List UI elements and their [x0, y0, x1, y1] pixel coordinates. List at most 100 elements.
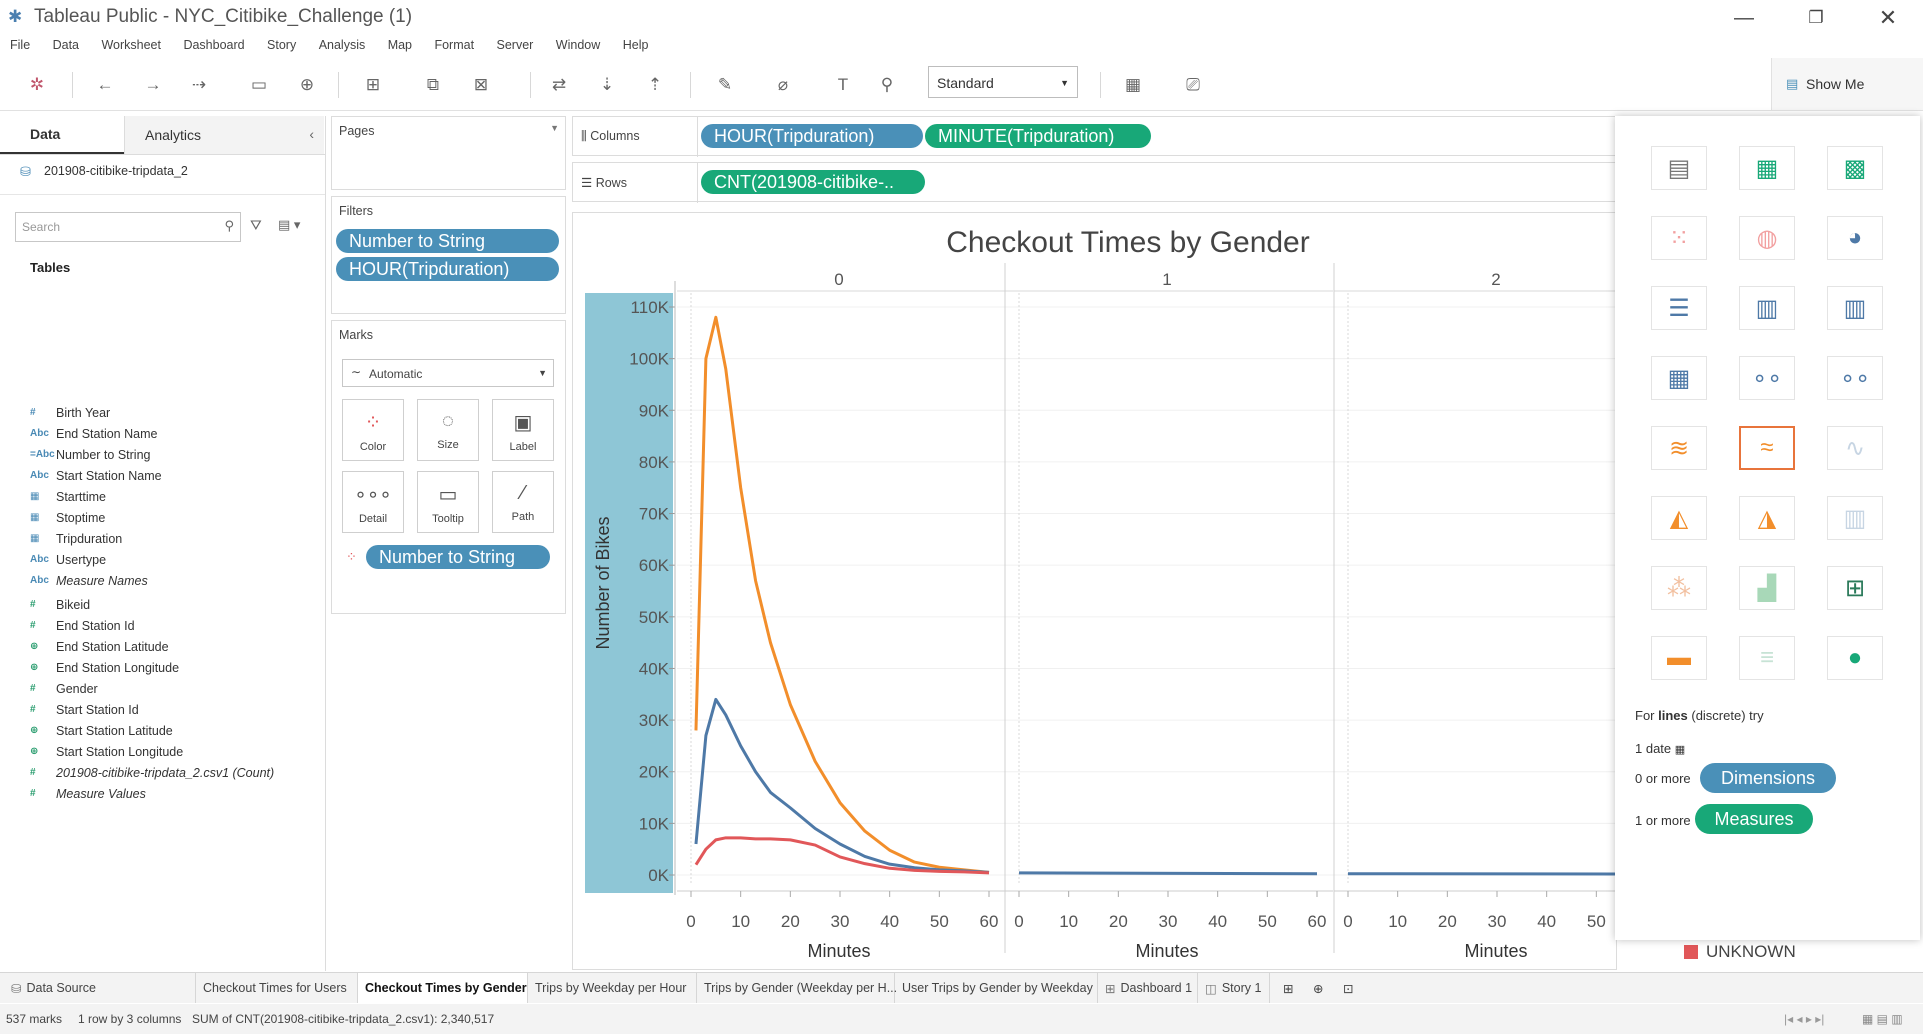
menu-analysis[interactable]: Analysis [318, 38, 366, 52]
menu-server[interactable]: Server [496, 38, 534, 52]
field-dimension[interactable]: =Abc Number to String [30, 444, 150, 465]
series-line[interactable] [1018, 871, 1318, 876]
dual-combination-icon[interactable]: ▥ [1827, 496, 1883, 540]
side-by-side-circle-icon[interactable]: ∘∘ [1827, 356, 1883, 400]
presentation-mode-icon[interactable]: ⎚ [1186, 75, 1200, 94]
marks-label-button[interactable]: ▣ Label [492, 399, 554, 461]
field-measure[interactable]: # End Station Id [30, 615, 135, 636]
field-measure[interactable]: #201908-citibike-tripdata_2.csv1 (Count) [30, 762, 274, 783]
sheet-tab[interactable]: ⛁ Data Source [4, 973, 196, 1003]
undo-icon[interactable]: ← [96, 75, 114, 94]
sort-ascending-icon[interactable]: ⇣ [599, 75, 615, 94]
series-line[interactable] [694, 315, 990, 874]
collapse-pane-icon[interactable]: ‹ [309, 126, 314, 142]
field-dimension[interactable]: ▦ Tripduration [30, 528, 122, 549]
sheet-tab[interactable]: Checkout Times by Gender [358, 973, 528, 1003]
save-icon[interactable]: ▭ [250, 75, 268, 94]
new-worksheet-icon[interactable]: ⊞ [365, 75, 381, 94]
filter-pill-number-to-string[interactable]: Number to String [336, 229, 559, 253]
line-continuous-icon[interactable]: ≋ [1651, 426, 1707, 470]
area-discrete-icon[interactable]: ◮ [1739, 496, 1795, 540]
new-worksheet-tab-icon[interactable]: ⊞ [1283, 981, 1294, 996]
sheet-tab[interactable]: Trips by Weekday per Hour [528, 973, 697, 1003]
text-table-icon[interactable]: ▤ [1651, 146, 1707, 190]
fix-axes-icon[interactable]: ⚲ [880, 75, 894, 94]
marks-detail-button[interactable]: ∘∘∘ Detail [342, 471, 404, 533]
heat-map-icon[interactable]: ▦ [1739, 146, 1795, 190]
new-story-tab-icon[interactable]: ⊡ [1343, 981, 1354, 996]
side-by-side-bar-icon[interactable]: ▥ [1827, 286, 1883, 330]
field-measure[interactable]: ⊕ End Station Latitude [30, 636, 169, 657]
mark-type-dropdown[interactable]: ∼ Automatic ▼ [342, 359, 554, 387]
redo-icon[interactable]: → [144, 75, 162, 94]
group-members-icon[interactable]: ⌀ [777, 75, 789, 94]
filter-pill-hour-tripduration[interactable]: HOUR(Tripduration) [336, 257, 559, 281]
treemap-icon[interactable]: ▦ [1651, 356, 1707, 400]
sheet-tab[interactable]: ◫ Story 1 [1198, 973, 1270, 1003]
sheet-nav-icon[interactable]: |◂ ◂ ▸ ▸| [1784, 1012, 1825, 1026]
datasource-name[interactable]: 201908-citibike-tripdata_2 [44, 164, 188, 178]
field-measure[interactable]: # Measure Values [30, 783, 146, 804]
series-line[interactable] [694, 836, 990, 875]
field-dimension[interactable]: Abc Measure Names [30, 570, 148, 591]
sheet-tab[interactable]: ⊞ Dashboard 1 [1098, 973, 1198, 1003]
symbol-map-icon[interactable]: ⁙ [1651, 216, 1707, 260]
sheet-view-icon[interactable]: ▦ ▤ ▥ [1862, 1012, 1903, 1026]
legend-item-unknown[interactable]: UNKNOWN [1684, 940, 1796, 964]
new-dashboard-tab-icon[interactable]: ⊕ [1313, 981, 1324, 996]
marks-tooltip-button[interactable]: ▭ Tooltip [417, 471, 479, 533]
area-continuous-icon[interactable]: ◭ [1651, 496, 1707, 540]
tab-analytics[interactable]: Analytics ‹ [124, 116, 324, 154]
menu-format[interactable]: Format [434, 38, 475, 52]
duplicate-sheet-icon[interactable]: ⧉ [426, 75, 440, 94]
gantt-chart-icon[interactable]: ▬ [1651, 636, 1707, 680]
sheet-tab[interactable]: User Trips by Gender by Weekday [895, 973, 1098, 1003]
pie-chart-icon[interactable]: ◕ [1827, 216, 1883, 260]
chart-view[interactable]: Checkout Times by Gender Number of Bikes… [572, 212, 1617, 970]
horizontal-bar-icon[interactable]: ☰ [1651, 286, 1707, 330]
columns-pill-hour[interactable]: HOUR(Tripduration) [701, 124, 923, 148]
tableau-home-icon[interactable]: ✲ [29, 75, 45, 94]
search-input[interactable]: Search ⚲ [15, 212, 241, 242]
field-measure[interactable]: # Bikeid [30, 594, 90, 615]
clear-sheet-icon[interactable]: ⊠ [473, 75, 489, 94]
tab-data[interactable]: Data [0, 116, 124, 154]
highlight-icon[interactable]: ✎ [717, 75, 733, 94]
scatter-plot-icon[interactable]: ⁂ [1651, 566, 1707, 610]
replay-icon[interactable]: ⇢ [191, 75, 207, 94]
line-chart[interactable]: Number of Bikes 0K 10K 20K 30K 40K 50K 60K 70K 80… [573, 213, 1616, 969]
field-dimension[interactable]: ▦ Starttime [30, 486, 106, 507]
menu-dashboard[interactable]: Dashboard [183, 38, 245, 52]
series-line[interactable] [694, 697, 990, 874]
circle-view-icon[interactable]: ∘∘ [1739, 356, 1795, 400]
line-discrete-icon[interactable]: ≈ [1739, 426, 1795, 470]
packed-bubbles-icon[interactable]: ● [1827, 636, 1883, 680]
menu-worksheet[interactable]: Worksheet [101, 38, 161, 52]
fit-dropdown[interactable]: Standard ▼ [928, 66, 1078, 98]
sheet-tab[interactable]: Checkout Times for Users [196, 973, 358, 1003]
columns-pill-minute[interactable]: MINUTE(Tripduration) [925, 124, 1151, 148]
restore-icon[interactable]: ❐ [1808, 8, 1824, 27]
close-icon[interactable]: ✕ [1878, 5, 1898, 30]
view-options-icon[interactable]: ▤ ▾ [278, 217, 301, 232]
menu-map[interactable]: Map [387, 38, 413, 52]
sort-descending-icon[interactable]: ⇡ [647, 75, 663, 94]
show-me-button[interactable]: ▤ Show Me [1771, 58, 1923, 110]
field-dimension[interactable]: Abc End Station Name [30, 423, 157, 444]
field-dimension[interactable]: # Birth Year [30, 402, 110, 423]
menu-data[interactable]: Data [52, 38, 80, 52]
field-dimension[interactable]: Abc Start Station Name [30, 465, 162, 486]
sheet-tab[interactable]: Trips by Gender (Weekday per H... [697, 973, 897, 1003]
swap-rows-columns-icon[interactable]: ⇄ [551, 75, 567, 94]
minimize-icon[interactable]: — [1734, 6, 1754, 29]
marks-color-button[interactable]: ⁘ Color [342, 399, 404, 461]
new-datasource-icon[interactable]: ⊕ [299, 75, 315, 94]
chevron-down-icon[interactable]: ▼ [550, 123, 559, 133]
field-measure[interactable]: # Start Station Id [30, 699, 139, 720]
rows-shelf[interactable]: ☰ Rows CNT(201908-citibike-.. [572, 162, 1617, 203]
field-dimension[interactable]: Abc Usertype [30, 549, 106, 570]
filled-map-icon[interactable]: ◍ [1739, 216, 1795, 260]
box-whisker-icon[interactable]: ⊞ [1827, 566, 1883, 610]
marks-path-button[interactable]: ⁄ Path [492, 471, 554, 533]
field-measure[interactable]: ⊕ Start Station Longitude [30, 741, 183, 762]
